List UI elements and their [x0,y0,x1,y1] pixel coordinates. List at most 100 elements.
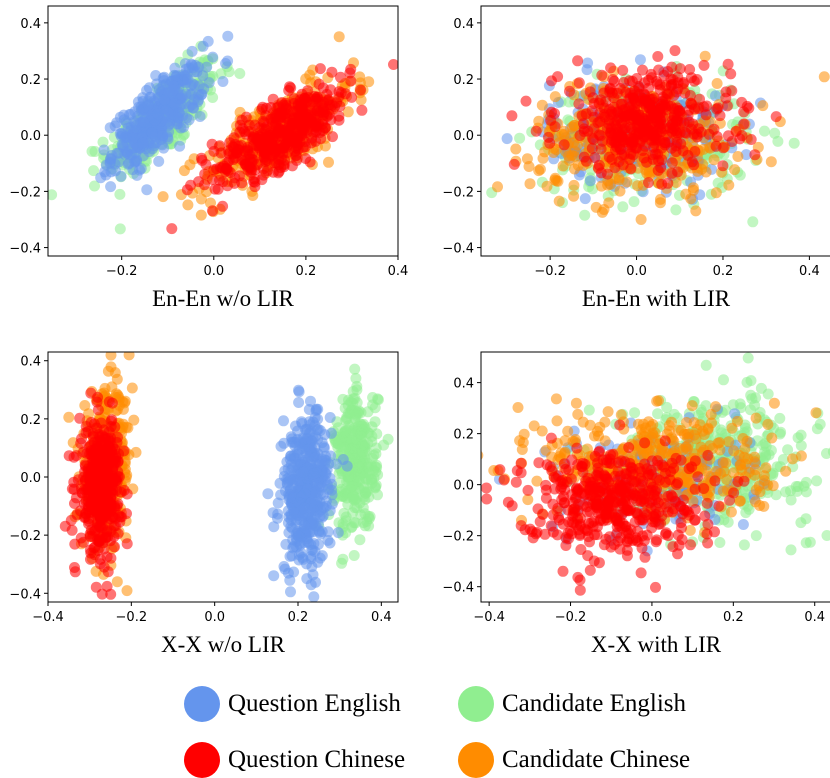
data-point [276,97,288,108]
data-point [682,109,694,121]
data-point [688,75,700,87]
data-point [757,100,769,112]
data-point [643,82,654,94]
data-point [599,416,611,428]
data-point [312,413,324,425]
data-point [674,63,686,75]
data-point [651,115,663,127]
panel-x-x-with-lir: −0.4 −0.2 0.0 0.2 0.4−0.4−0.20.00.20.4X-X wi… [442,351,830,657]
data-point [281,477,293,489]
data-point [262,488,274,500]
data-point [827,447,830,457]
data-point [304,156,316,168]
data-point [338,507,350,519]
data-point [144,91,156,103]
data-point [121,538,133,550]
data-point [613,174,625,186]
data-point [745,134,757,145]
data-point [93,508,105,520]
data-point [293,397,305,408]
data-point [369,402,381,414]
data-point [331,97,343,109]
x-tick-label: 0.4 [799,264,820,279]
data-point [684,64,696,75]
data-point [634,54,646,66]
data-point [346,91,358,103]
y-tick-label: −0.2 [9,185,41,200]
data-point [592,162,604,174]
data-point [65,514,77,526]
data-point [116,128,128,140]
data-point [278,415,289,427]
data-point [313,78,325,90]
data-point [737,519,749,530]
data-point [195,193,207,205]
data-point [558,139,570,151]
data-point [635,214,647,225]
x-tick-label: 0.2 [713,264,734,279]
data-point [200,159,212,170]
data-point [166,223,178,235]
data-point [342,106,354,118]
data-point [269,119,281,131]
data-point [289,440,301,452]
data-point [349,393,361,404]
data-point [670,204,682,216]
data-point [729,164,741,176]
data-point [551,175,562,187]
data-point [289,145,301,157]
data-point [584,175,596,187]
data-point [366,452,378,464]
data-point [315,504,327,516]
data-point [536,99,548,111]
data-point [570,397,582,409]
data-point [258,123,270,135]
data-point [233,144,245,156]
data-point [105,352,117,361]
data-point [721,100,733,112]
data-point [481,401,482,407]
x-axis-label: En-En with LIR [582,286,731,311]
data-point [341,460,353,472]
x-axis-label: En-En w/o LIR [152,286,294,311]
data-point [501,133,513,145]
data-point [661,401,673,413]
data-point [320,468,332,480]
data-point [310,467,322,479]
data-point [578,151,590,163]
data-point [598,204,610,215]
data-point [176,90,188,101]
scatter-points [59,352,394,602]
data-point [520,95,532,107]
x-tick-label: 0.4 [388,264,409,279]
data-point [131,169,143,181]
data-point [85,387,97,399]
data-point [749,149,761,161]
y-tick-label: 0.4 [453,17,474,32]
data-point [284,550,296,562]
data-point [217,200,229,212]
data-point [691,128,703,140]
data-point [321,479,333,491]
data-point [234,119,246,131]
y-tick-label: −0.4 [9,587,41,602]
data-point [305,551,317,562]
data-point [372,469,384,481]
data-point [544,137,556,149]
data-point [173,107,185,119]
data-point [349,363,361,375]
data-point [95,172,107,184]
data-point [106,397,118,409]
y-tick-label: 0.2 [20,413,41,428]
data-point [279,154,291,166]
data-point [267,507,279,519]
data-point [355,84,367,96]
data-point [628,196,640,208]
data-point [123,352,135,361]
data-point [93,521,105,533]
data-point [750,412,762,424]
data-point [755,382,767,394]
data-point [734,398,746,410]
data-point [107,463,119,475]
scatter-points [486,45,830,228]
